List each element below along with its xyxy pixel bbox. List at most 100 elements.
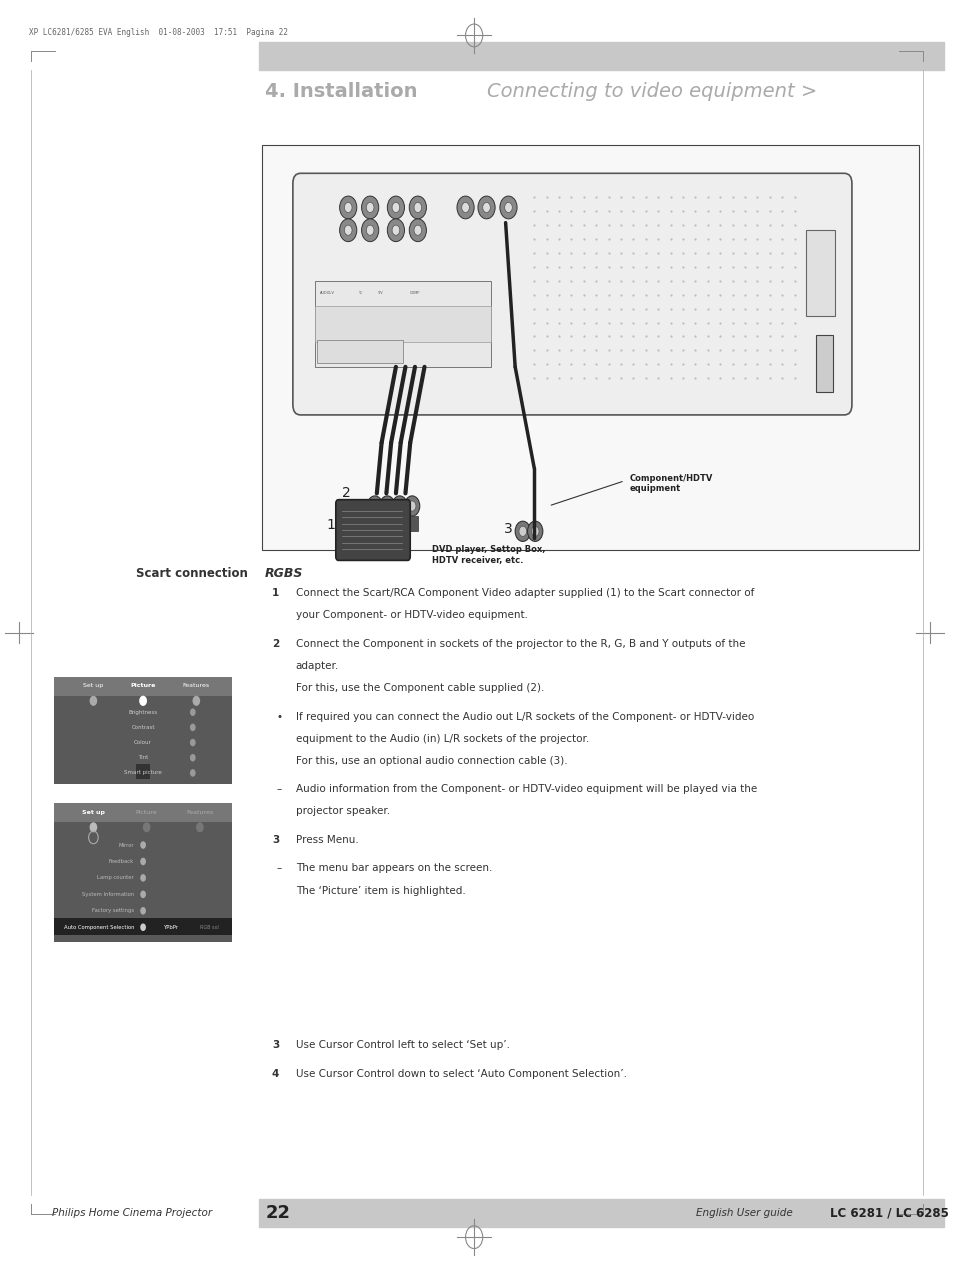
Circle shape [366,202,374,213]
Circle shape [140,858,146,865]
Bar [54,677,232,696]
Text: adapter.: adapter. [295,660,338,670]
Circle shape [140,874,146,882]
Circle shape [344,225,352,235]
Text: The menu bar appears on the screen.: The menu bar appears on the screen. [295,863,492,873]
Circle shape [90,822,97,832]
Circle shape [504,202,512,213]
Text: YC: YC [357,291,362,295]
Text: LC 6281 / LC 6285: LC 6281 / LC 6285 [829,1207,948,1219]
Text: Connect the Component in sockets of the projector to the R, G, B and Y outputs o: Connect the Component in sockets of the … [295,639,744,649]
Text: Connect the Scart/RCA Component Video adapter supplied (1) to the Scart connecto: Connect the Scart/RCA Component Video ad… [295,588,753,598]
Bar [381,516,393,531]
Text: Features: Features [186,810,213,815]
Circle shape [193,696,200,706]
Circle shape [515,521,530,541]
Circle shape [371,501,378,511]
Circle shape [392,202,399,213]
Circle shape [190,708,195,716]
Text: COMP: COMP [410,291,420,295]
Text: 4: 4 [272,1069,279,1079]
Circle shape [140,907,146,915]
Circle shape [392,225,399,235]
Circle shape [190,769,195,777]
Circle shape [344,202,352,213]
Text: Scart connection: Scart connection [136,567,248,579]
Bar [314,281,491,367]
FancyBboxPatch shape [335,500,410,560]
Text: Connecting to video equipment >: Connecting to video equipment > [486,82,816,101]
Text: Use Cursor Control left to select ‘Set up’.: Use Cursor Control left to select ‘Set u… [295,1040,509,1050]
Bar [54,803,232,942]
Text: 2: 2 [272,639,279,649]
Text: Auto Component Selection: Auto Component Selection [64,925,134,930]
Text: XP LC6281/6285 EVA English  01-08-2003  17:51  Pagina 22: XP LC6281/6285 EVA English 01-08-2003 17… [29,28,287,37]
Text: 3: 3 [272,1040,279,1050]
Circle shape [392,496,407,516]
Text: Set up: Set up [82,810,105,815]
Bar [394,516,405,531]
Circle shape [477,196,495,219]
Circle shape [387,219,404,242]
Circle shape [139,696,147,706]
Bar [805,230,834,316]
Text: 3: 3 [503,521,512,536]
Text: Mirror: Mirror [118,842,134,848]
Text: 1: 1 [326,517,335,533]
Circle shape [404,496,419,516]
Circle shape [143,822,151,832]
Text: If required you can connect the Audio out L/R sockets of the Component- or HDTV-: If required you can connect the Audio ou… [295,711,753,721]
Text: For this, use the Component cable supplied (2).: For this, use the Component cable suppli… [295,683,543,693]
Circle shape [190,739,195,746]
Circle shape [414,225,421,235]
Bar [259,42,943,70]
Text: Philips Home Cinema Projector: Philips Home Cinema Projector [52,1208,213,1218]
Text: 3: 3 [272,835,279,845]
Circle shape [499,196,517,219]
Circle shape [414,202,421,213]
Text: equipment to the Audio (in) L/R sockets of the projector.: equipment to the Audio (in) L/R sockets … [295,734,588,744]
Text: RGB sxl: RGB sxl [200,925,218,930]
Text: RGBS: RGBS [265,567,303,579]
Text: 2: 2 [341,486,350,501]
Text: Component/HDTV
equipment: Component/HDTV equipment [629,473,712,493]
Circle shape [409,196,426,219]
Text: –: – [276,784,282,794]
Bar [316,340,402,363]
Circle shape [409,219,426,242]
Text: Contrast: Contrast [132,725,154,730]
Text: Set up: Set up [83,683,104,688]
Circle shape [140,891,146,898]
Text: Tint: Tint [138,755,148,760]
Text: Press Menu.: Press Menu. [295,835,358,845]
Text: projector speaker.: projector speaker. [295,807,390,816]
Circle shape [461,202,469,213]
Text: English User guide: English User guide [696,1208,799,1218]
Circle shape [367,496,382,516]
Circle shape [395,501,403,511]
Circle shape [379,496,395,516]
Text: •: • [276,711,282,721]
Text: Lamp counter: Lamp counter [97,875,134,880]
Circle shape [361,219,378,242]
Circle shape [456,196,474,219]
Bar [314,306,491,342]
FancyBboxPatch shape [293,173,851,415]
Circle shape [527,521,542,541]
Text: Use Cursor Control down to select ‘Auto Component Selection’.: Use Cursor Control down to select ‘Auto … [295,1069,626,1079]
Text: For this, use an optional audio connection cable (3).: For this, use an optional audio connecti… [295,755,567,765]
Text: Picture: Picture [135,810,157,815]
Circle shape [518,526,526,536]
Text: Picture: Picture [131,683,155,688]
Circle shape [139,696,147,706]
Text: AUDIO/V: AUDIO/V [319,291,335,295]
Text: YPbPr: YPbPr [164,925,179,930]
Text: Smart picture: Smart picture [124,770,162,775]
Text: Feedback: Feedback [109,859,134,864]
Circle shape [339,196,356,219]
Circle shape [361,196,378,219]
Text: –: – [276,863,282,873]
Bar [54,803,232,822]
Text: Features: Features [183,683,210,688]
Text: Audio information from the Component- or HDTV-video equipment will be played via: Audio information from the Component- or… [295,784,756,794]
